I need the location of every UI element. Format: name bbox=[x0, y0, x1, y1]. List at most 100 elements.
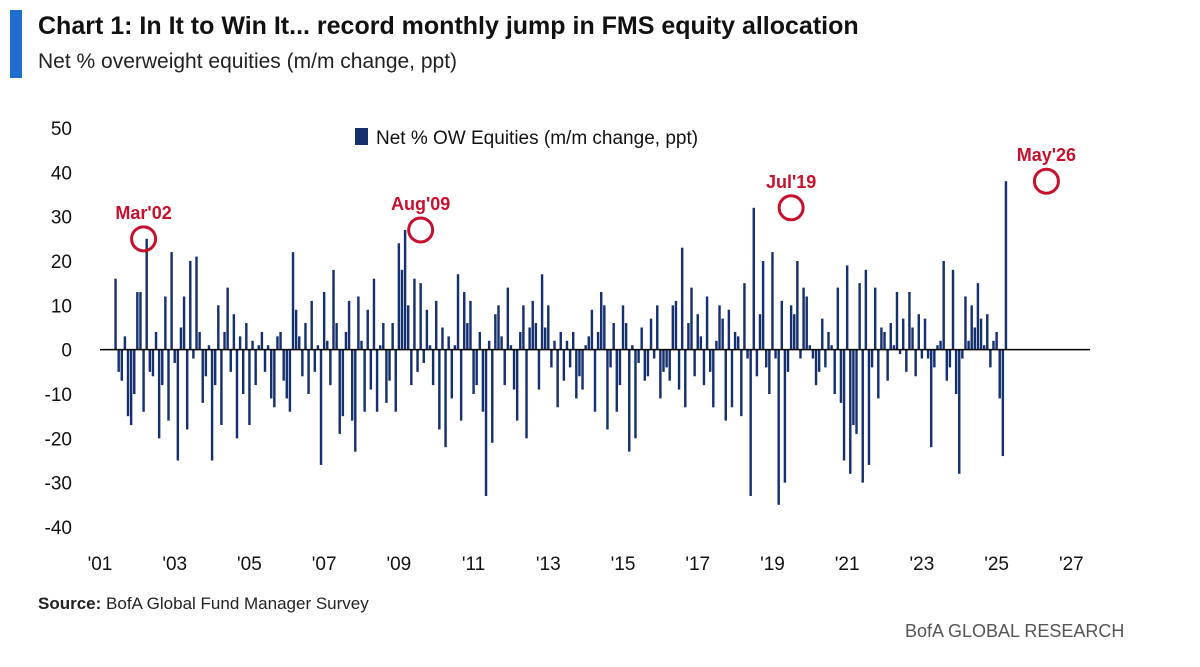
bar bbox=[895, 292, 899, 350]
bar bbox=[182, 296, 186, 350]
bar bbox=[319, 349, 323, 465]
bar bbox=[624, 323, 628, 350]
bar bbox=[354, 349, 357, 452]
annotation-circle bbox=[1032, 167, 1060, 195]
bar bbox=[394, 349, 397, 412]
bar bbox=[665, 349, 668, 368]
x-tick-label: '27 bbox=[1059, 554, 1084, 575]
x-tick-label: '21 bbox=[835, 554, 860, 575]
bar bbox=[873, 287, 877, 350]
bar bbox=[659, 349, 662, 399]
bar bbox=[677, 349, 681, 390]
bar bbox=[615, 349, 619, 412]
bar bbox=[649, 318, 653, 350]
chart-subtitle: Net % overweight equities (m/m change, p… bbox=[38, 50, 458, 73]
bar bbox=[755, 349, 759, 377]
bar bbox=[550, 349, 553, 368]
bar bbox=[684, 349, 687, 408]
bar bbox=[282, 349, 285, 381]
bar bbox=[207, 345, 211, 350]
bar bbox=[173, 349, 176, 363]
bar bbox=[322, 292, 326, 350]
bar bbox=[898, 349, 902, 355]
bar bbox=[998, 349, 1001, 399]
bar bbox=[235, 349, 239, 439]
bar bbox=[986, 314, 989, 350]
bar bbox=[628, 349, 631, 452]
bar bbox=[948, 349, 952, 368]
bar bbox=[388, 349, 391, 381]
bar bbox=[780, 300, 784, 350]
bar bbox=[718, 305, 721, 350]
bar bbox=[142, 349, 145, 412]
bar bbox=[139, 292, 142, 350]
bar bbox=[456, 274, 460, 350]
bar bbox=[656, 305, 659, 350]
bar bbox=[590, 309, 594, 350]
bar bbox=[450, 349, 454, 399]
bar bbox=[970, 305, 973, 350]
bar bbox=[908, 292, 911, 350]
bar bbox=[385, 349, 388, 403]
bar bbox=[133, 349, 136, 394]
bar bbox=[347, 300, 351, 350]
x-tick-label: '17 bbox=[685, 554, 710, 575]
bar bbox=[640, 327, 643, 350]
x-tick-label: '23 bbox=[910, 554, 935, 575]
bar bbox=[964, 296, 967, 350]
bar bbox=[761, 261, 765, 350]
bar bbox=[469, 300, 472, 350]
bar bbox=[581, 349, 584, 390]
bar bbox=[783, 349, 787, 483]
bar bbox=[217, 305, 220, 350]
bar bbox=[637, 349, 640, 363]
bar bbox=[736, 336, 740, 350]
bar bbox=[332, 269, 335, 350]
x-tick-label: '13 bbox=[536, 554, 561, 575]
bar bbox=[201, 349, 204, 403]
bar bbox=[263, 349, 267, 372]
bar bbox=[889, 323, 892, 350]
bar bbox=[369, 349, 373, 390]
bar bbox=[556, 349, 559, 408]
bar bbox=[363, 349, 366, 412]
bar bbox=[400, 269, 404, 350]
bar bbox=[600, 292, 603, 350]
bar bbox=[749, 349, 752, 496]
bar bbox=[824, 349, 827, 368]
bar bbox=[273, 349, 276, 408]
bar bbox=[696, 314, 699, 350]
bar bbox=[195, 256, 198, 350]
bar bbox=[733, 331, 737, 350]
bar bbox=[126, 349, 130, 417]
bar bbox=[571, 331, 575, 350]
bar bbox=[951, 269, 955, 350]
bar bbox=[880, 327, 883, 350]
bar bbox=[917, 314, 920, 350]
bar bbox=[771, 252, 774, 350]
bar bbox=[335, 323, 338, 350]
bar bbox=[646, 349, 650, 377]
x-tick-label: '03 bbox=[162, 554, 187, 575]
bar bbox=[933, 349, 936, 368]
bar bbox=[609, 349, 612, 368]
bar bbox=[793, 314, 796, 350]
bar bbox=[288, 349, 292, 412]
bar bbox=[391, 323, 394, 350]
bar bbox=[438, 349, 441, 430]
bar bbox=[942, 261, 945, 350]
bar bbox=[796, 261, 799, 350]
bar bbox=[839, 349, 843, 403]
bar bbox=[995, 331, 998, 350]
bar bbox=[543, 327, 547, 350]
bar bbox=[693, 349, 696, 377]
bar bbox=[459, 349, 463, 421]
bar bbox=[294, 309, 298, 350]
bar bbox=[519, 331, 522, 350]
bar bbox=[344, 331, 348, 350]
bar bbox=[528, 327, 531, 350]
bar bbox=[481, 349, 485, 412]
bar bbox=[531, 300, 534, 350]
x-tick-label: '09 bbox=[386, 554, 411, 575]
